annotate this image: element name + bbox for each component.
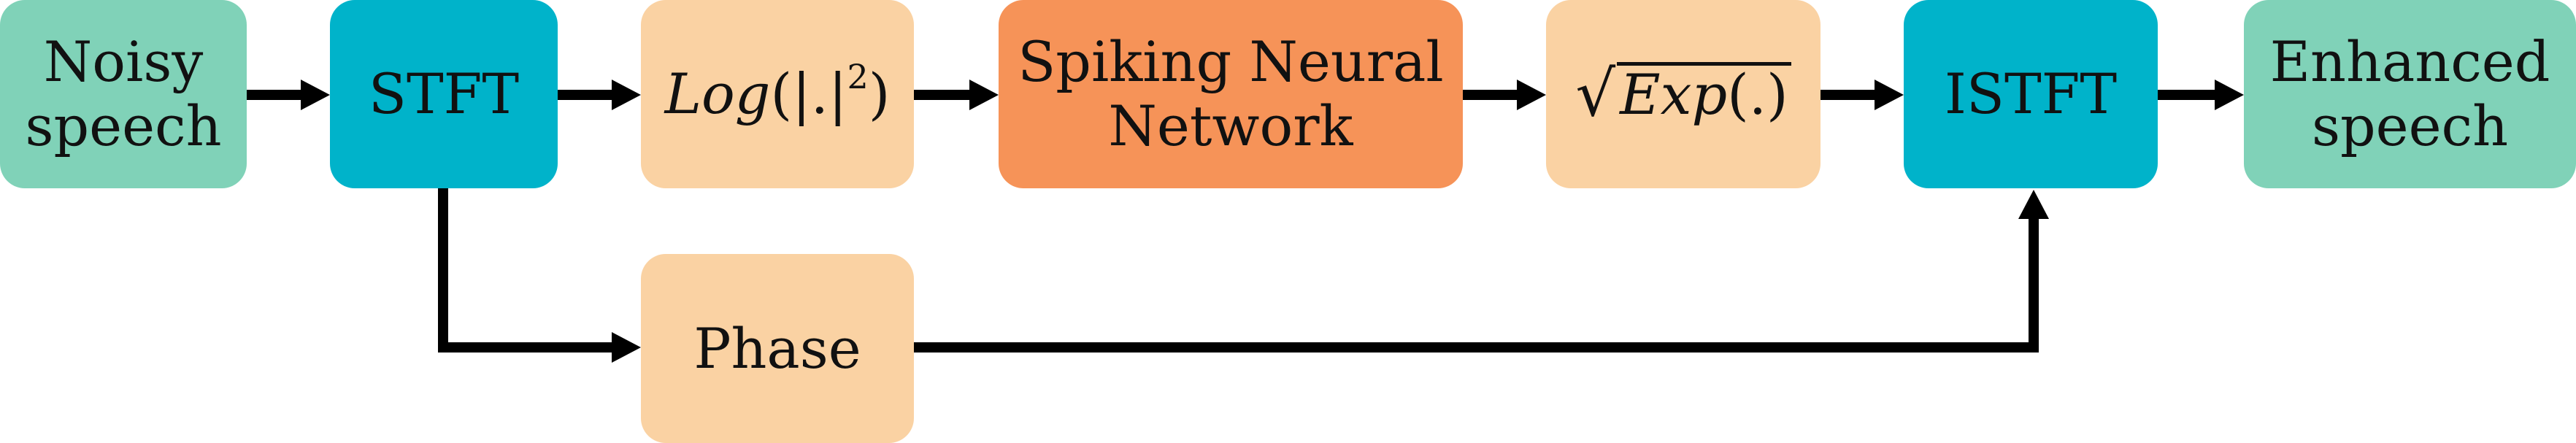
log-power-formula: Log(|.|2) [664, 60, 891, 126]
log-power-node: Log(|.|2) [641, 0, 914, 188]
arrow-stft-to-phase [438, 188, 616, 353]
sqrt-exp-formula: √ Exp(.) [1575, 62, 1791, 126]
enhanced-speech-line-2: speech [2311, 93, 2509, 158]
log-power: 2 [847, 56, 869, 96]
istft-label: ISTFT [1944, 61, 2118, 126]
noisy-speech-node: Noisy speech [0, 0, 247, 188]
noisy-speech-line-2: speech [25, 93, 222, 158]
arrowhead-snn-to-exp [1517, 80, 1546, 110]
sqrt-radicand: Exp(.) [1617, 62, 1791, 124]
arrowhead-phase-to-istft [2018, 190, 2049, 219]
log-close: ) [868, 61, 891, 126]
sqrt-exp-node: √ Exp(.) [1546, 0, 1820, 188]
exp-arg: (.) [1727, 62, 1788, 127]
stft-label: STFT [368, 61, 520, 126]
enhanced-speech-node: Enhanced speech [2244, 0, 2576, 188]
phase-label: Phase [693, 315, 861, 381]
log-fn: Log [664, 61, 771, 126]
sqrt-radical-icon: √ [1575, 58, 1616, 131]
spiking-neural-network-node: Spiking Neural Network [999, 0, 1463, 188]
arrowhead-noisy-to-stft [301, 80, 330, 110]
arrowhead-log-to-snn [969, 80, 999, 110]
snn-line-1: Spiking Neural [1018, 29, 1444, 94]
phase-node: Phase [641, 254, 914, 443]
noisy-speech-line-1: Noisy [43, 29, 204, 94]
log-arg: (|.| [770, 61, 847, 126]
arrowhead-stft-to-log [612, 80, 641, 110]
stft-node: STFT [330, 0, 558, 188]
exp-fn: Exp [1620, 62, 1728, 127]
arrowhead-exp-to-istft [1875, 80, 1904, 110]
arrowhead-istft-to-enhanced [2215, 80, 2244, 110]
enhanced-speech-line-1: Enhanced [2269, 29, 2550, 94]
arrow-phase-to-istft [914, 216, 2039, 353]
istft-node: ISTFT [1904, 0, 2158, 188]
arrowhead-stft-to-phase [612, 332, 641, 363]
snn-line-2: Network [1108, 93, 1353, 158]
